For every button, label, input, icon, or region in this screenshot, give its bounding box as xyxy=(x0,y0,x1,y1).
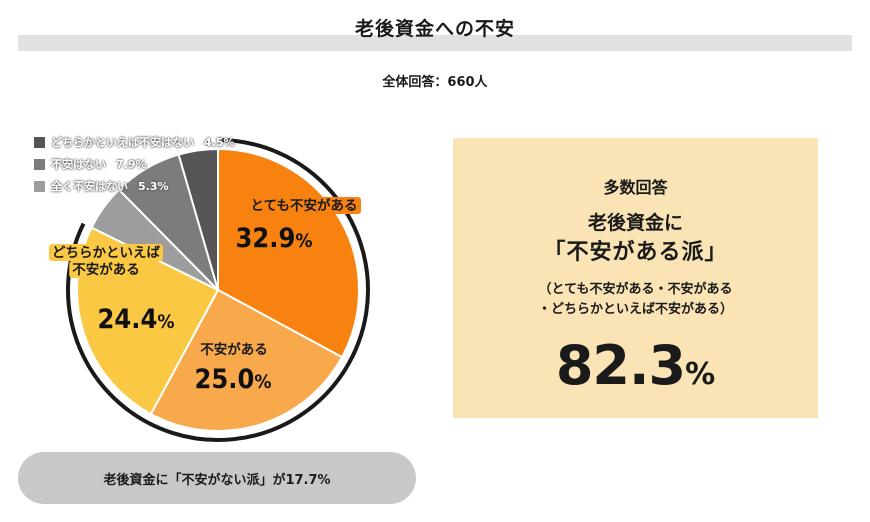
slice-value: 32.9% xyxy=(235,223,312,254)
slice-value-unit: % xyxy=(157,311,174,333)
slice-label-bg xyxy=(49,244,163,261)
legend: どちらかといえば不安はない 4.5% 不安はない 7.9% 全く不安はない 5.3% xyxy=(34,132,235,198)
legend-item: 全く不安はない 5.3% xyxy=(34,176,235,196)
slice-value-number: 32.9 xyxy=(235,223,295,254)
summary-line2: 「不安がある派」 xyxy=(543,240,728,265)
summary-paren2: ・どちらかといえば不安がある） xyxy=(537,302,733,317)
slice-value-unit: % xyxy=(254,371,271,393)
slice-label: 不安がある xyxy=(200,341,268,358)
slice-value-number: 25.0 xyxy=(194,364,254,395)
legend-label: 全く不安はない xyxy=(51,180,128,193)
chart-subtitle: 全体回答：660人 xyxy=(382,75,488,90)
legend-value: 4.5% xyxy=(204,135,235,149)
legend-swatch xyxy=(34,136,45,148)
legend-swatch xyxy=(34,180,45,192)
slice-label: とても不安がある xyxy=(251,197,358,214)
legend-item: どちらかといえば不安はない 4.5% xyxy=(34,132,235,152)
legend-item: 不安はない 7.9% xyxy=(34,154,235,174)
legend-label: どちらかといえば不安はない xyxy=(51,136,194,149)
summary-value: 82.3% xyxy=(453,334,818,397)
title-bar xyxy=(18,35,852,51)
slice-value-unit: % xyxy=(295,230,312,252)
legend-value: 5.3% xyxy=(138,179,169,193)
slice-label: どちらかといえば xyxy=(52,245,160,261)
summary-line1: 老後資金に xyxy=(587,212,683,234)
legend-label: 不安はない xyxy=(51,158,106,171)
chart-title: 老後資金への不安 xyxy=(354,18,515,40)
summary-value-unit: % xyxy=(685,357,716,392)
slice-value: 25.0% xyxy=(194,364,271,395)
footer-note: 老後資金に「不安がない派」が17.7% xyxy=(18,452,416,504)
slice-value: 24.4% xyxy=(97,304,174,335)
pie-outline-arc xyxy=(66,138,370,442)
legend-value: 7.9% xyxy=(116,157,147,171)
pie-slice xyxy=(149,288,344,432)
slice-value-number: 24.4 xyxy=(97,304,157,335)
summary-heading: 多数回答 xyxy=(603,178,668,197)
pie-slice xyxy=(177,147,219,291)
slice-label-bg xyxy=(247,197,361,214)
summary-box: 多数回答 老後資金に 「不安がある派」 （とても不安がある・不安がある ・どちら… xyxy=(453,138,818,418)
slice-label: 不安がある xyxy=(72,261,140,278)
summary-value-number: 82.3 xyxy=(555,334,686,397)
summary-paren1: （とても不安がある・不安がある xyxy=(538,282,733,297)
legend-swatch xyxy=(34,158,45,170)
slice-label-bg xyxy=(69,261,143,278)
